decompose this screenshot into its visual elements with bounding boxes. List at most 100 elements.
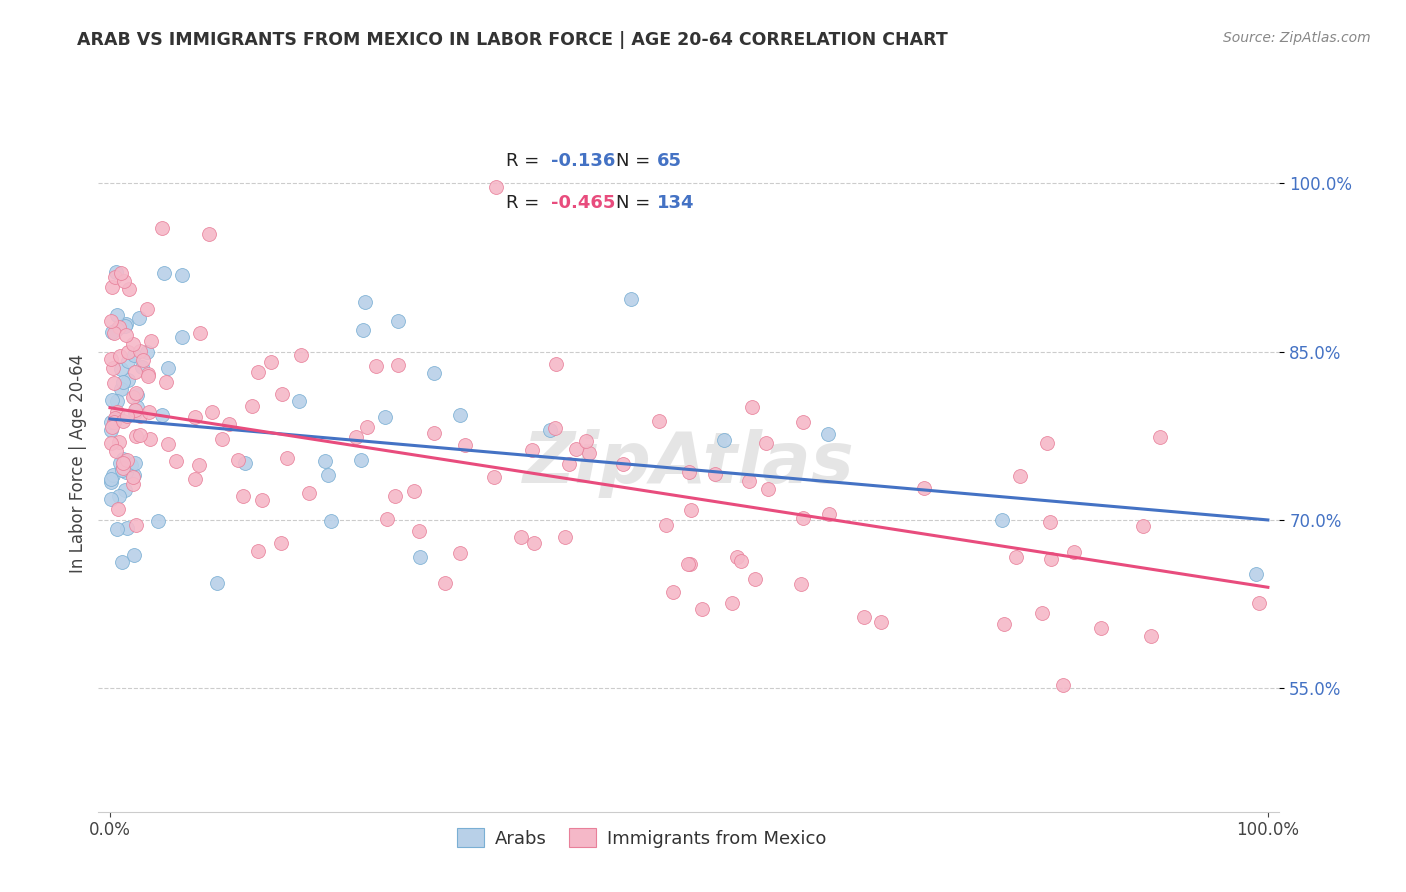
Point [449, 408, 471, 422]
Point [522, 443, 544, 458]
Point [188, 458, 211, 473]
Point [125, 400, 148, 414]
Point [288, 393, 311, 408]
Point [384, 489, 406, 503]
Point [578, 445, 600, 459]
Point [1063, 545, 1085, 559]
Point [112, 274, 135, 288]
Point [792, 415, 814, 429]
Point [100, 472, 122, 486]
Point [270, 536, 292, 550]
Point [108, 435, 131, 450]
Point [678, 466, 700, 480]
Point [721, 597, 744, 611]
Point [434, 575, 457, 590]
Point [725, 549, 748, 564]
Point [364, 359, 387, 373]
Text: -0.465: -0.465 [551, 194, 616, 212]
Point [353, 294, 375, 309]
Point [713, 433, 735, 447]
Point [125, 429, 148, 443]
Point [1039, 515, 1062, 529]
Legend: Arabs, Immigrants from Mexico: Arabs, Immigrants from Mexico [450, 821, 834, 855]
Point [122, 337, 145, 351]
Point [1246, 566, 1268, 581]
Text: N =: N = [616, 153, 655, 170]
Point [111, 555, 134, 569]
Point [108, 456, 131, 470]
Point [100, 423, 122, 437]
Point [422, 426, 444, 441]
Point [124, 406, 146, 420]
Point [150, 221, 173, 235]
Point [124, 365, 146, 379]
Point [648, 414, 671, 428]
Point [139, 432, 162, 446]
Point [211, 432, 233, 446]
Point [121, 477, 143, 491]
Point [115, 453, 138, 467]
Point [118, 283, 141, 297]
Point [103, 376, 125, 390]
Point [105, 522, 128, 536]
Point [1031, 606, 1053, 620]
Point [127, 388, 149, 402]
Point [110, 267, 132, 281]
Point [111, 457, 134, 471]
Point [172, 330, 194, 344]
Point [115, 317, 138, 331]
Point [114, 328, 136, 343]
Point [108, 489, 131, 503]
Point [114, 483, 136, 497]
Point [100, 492, 122, 507]
Point [105, 322, 128, 336]
Point [122, 548, 145, 562]
Point [121, 470, 143, 484]
Point [402, 484, 425, 499]
Point [100, 475, 122, 490]
Point [271, 387, 294, 401]
Point [612, 458, 634, 472]
Point [319, 514, 342, 528]
Point [318, 467, 340, 482]
Point [188, 326, 211, 341]
Point [1036, 435, 1059, 450]
Point [755, 436, 778, 450]
Point [125, 517, 148, 532]
Text: -0.136: -0.136 [551, 153, 616, 170]
Point [198, 227, 221, 241]
Point [100, 351, 122, 366]
Point [122, 390, 145, 404]
Point [184, 472, 207, 486]
Point [101, 420, 124, 434]
Point [260, 355, 283, 369]
Point [744, 572, 766, 586]
Point [575, 434, 598, 448]
Point [205, 575, 228, 590]
Point [409, 549, 432, 564]
Point [1249, 596, 1271, 610]
Point [993, 617, 1015, 632]
Point [741, 400, 763, 414]
Point [104, 269, 127, 284]
Point [152, 266, 174, 280]
Point [538, 423, 561, 437]
Point [131, 360, 153, 375]
Point [165, 454, 187, 468]
Point [101, 467, 124, 482]
Point [117, 354, 139, 368]
Point [290, 348, 312, 362]
Text: R =: R = [506, 153, 546, 170]
Point [155, 376, 177, 390]
Point [111, 460, 134, 475]
Point [111, 414, 134, 428]
Point [655, 518, 678, 533]
Point [852, 610, 875, 624]
Point [104, 444, 127, 458]
Point [662, 585, 685, 599]
Point [679, 503, 702, 517]
Point [120, 458, 142, 472]
Point [157, 361, 180, 376]
Point [184, 409, 207, 424]
Point [129, 409, 152, 423]
